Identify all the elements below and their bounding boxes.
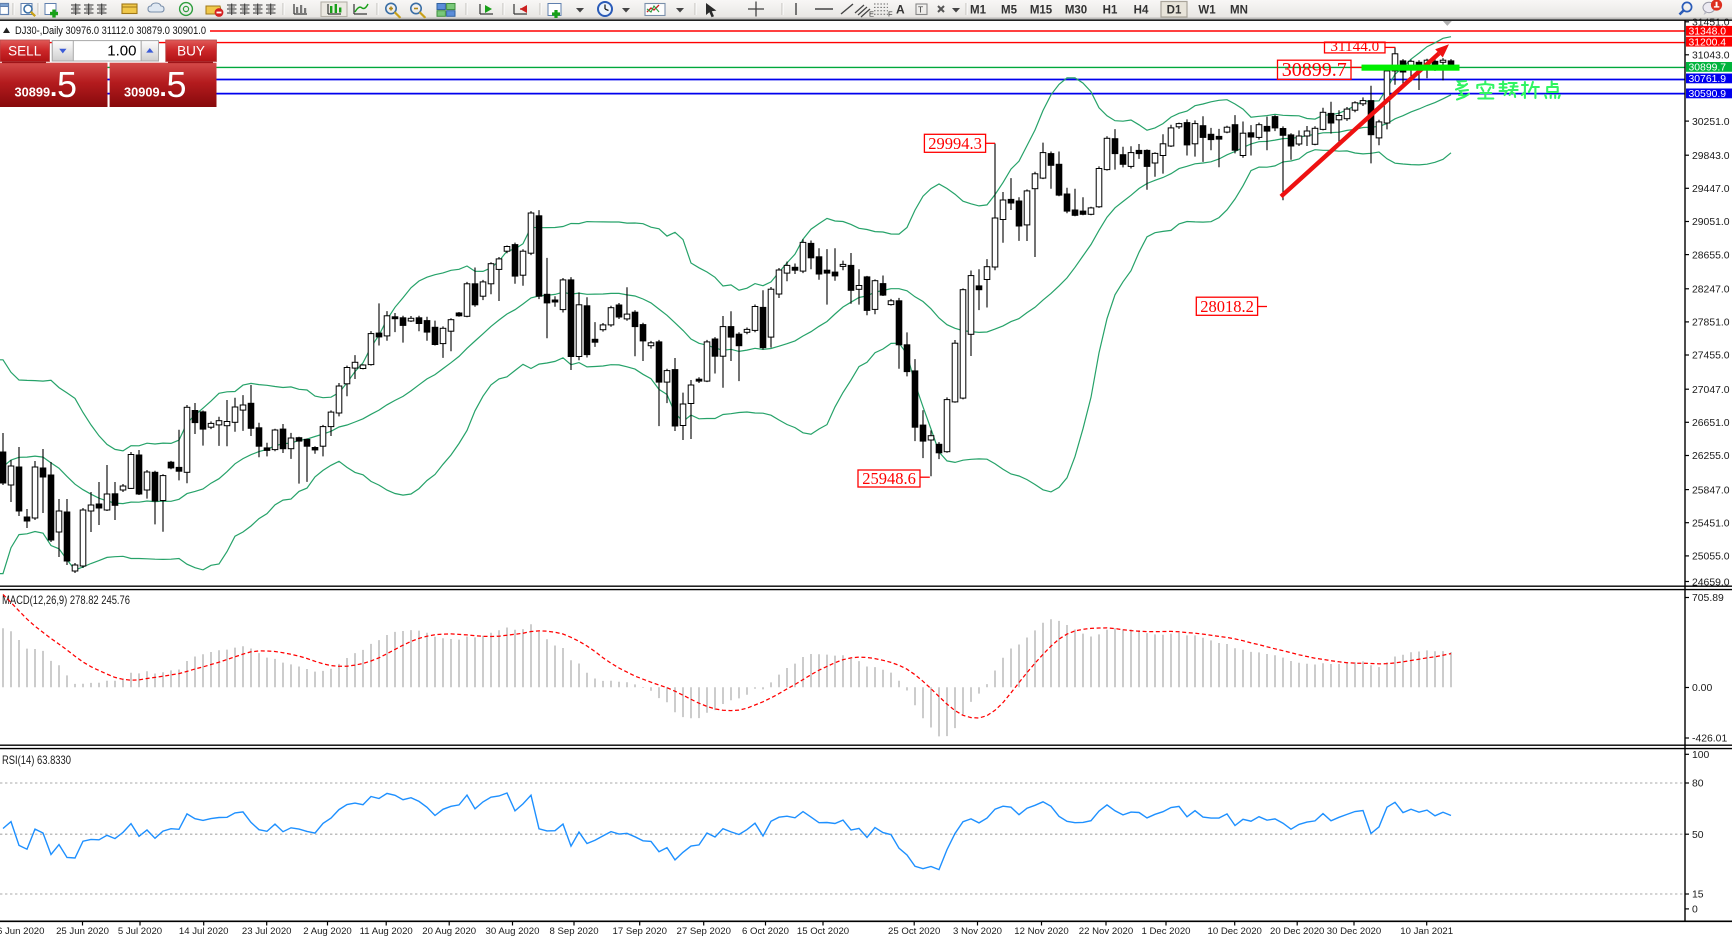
svg-text:31200.4: 31200.4 [1689, 38, 1727, 49]
svg-text:10 Dec 2020: 10 Dec 2020 [1207, 926, 1261, 937]
svg-text:6 Jun 2020: 6 Jun 2020 [0, 926, 44, 937]
svg-text:11 Aug 2020: 11 Aug 2020 [360, 926, 413, 937]
svg-text:30590.9: 30590.9 [1689, 89, 1727, 100]
svg-text:5: 5 [167, 64, 187, 105]
svg-text:5 Jul 2020: 5 Jul 2020 [118, 926, 162, 937]
svg-text:H1: H1 [1103, 5, 1118, 17]
svg-text:31451.0: 31451.0 [1692, 18, 1730, 29]
svg-text:24659.0: 24659.0 [1692, 578, 1730, 589]
svg-text:26255.0: 26255.0 [1692, 451, 1730, 462]
svg-text:25 Oct 2020: 25 Oct 2020 [888, 926, 940, 937]
svg-text:30899.7: 30899.7 [1282, 59, 1347, 81]
svg-text:29843.0: 29843.0 [1692, 151, 1730, 162]
svg-text:0: 0 [1692, 905, 1698, 916]
svg-text:28018.2: 28018.2 [1200, 297, 1254, 316]
svg-text:H4: H4 [1134, 5, 1149, 17]
svg-text:14 Jul 2020: 14 Jul 2020 [179, 926, 229, 937]
svg-text:T: T [918, 5, 923, 15]
svg-text:3 Nov 2020: 3 Nov 2020 [953, 926, 1002, 937]
svg-text:W1: W1 [1198, 5, 1216, 17]
svg-text:25847.0: 25847.0 [1692, 485, 1730, 496]
svg-text:28247.0: 28247.0 [1692, 285, 1730, 296]
svg-text:M15: M15 [1030, 5, 1053, 17]
svg-text:10 Jan 2021: 10 Jan 2021 [1400, 926, 1453, 937]
svg-text:30899: 30899 [15, 85, 51, 100]
svg-text:E: E [869, 10, 874, 19]
svg-text:A: A [896, 3, 905, 17]
svg-text:30251.0: 30251.0 [1692, 117, 1730, 128]
svg-text:M30: M30 [1065, 5, 1087, 17]
svg-text:SELL: SELL [8, 43, 42, 58]
svg-text:.: . [50, 72, 57, 102]
svg-text:31043.0: 31043.0 [1692, 51, 1730, 62]
svg-text:5: 5 [57, 64, 77, 105]
svg-text:MN: MN [1230, 5, 1248, 17]
svg-text:0.00: 0.00 [1692, 683, 1712, 694]
svg-text:M5: M5 [1001, 5, 1018, 17]
svg-text:DJ30-,Daily 30976.0 31112.0 3: DJ30-,Daily 30976.0 31112.0 30879.0 3090… [15, 25, 206, 37]
svg-text:8 Sep 2020: 8 Sep 2020 [549, 926, 598, 937]
svg-text:20 Aug 2020: 20 Aug 2020 [422, 926, 476, 937]
svg-text:F: F [888, 10, 893, 19]
svg-text:31348.0: 31348.0 [1689, 27, 1727, 38]
svg-text:705.89: 705.89 [1692, 593, 1724, 604]
svg-text:25 Jun 2020: 25 Jun 2020 [56, 926, 109, 937]
svg-text:27 Sep 2020: 27 Sep 2020 [676, 926, 730, 937]
svg-text:MACD(12,26,9) 278.82 245.76: MACD(12,26,9) 278.82 245.76 [2, 594, 130, 607]
svg-text:25055.0: 25055.0 [1692, 552, 1730, 563]
svg-text:BUY: BUY [177, 43, 205, 58]
svg-text:1.00: 1.00 [107, 43, 136, 60]
svg-text:17 Sep 2020: 17 Sep 2020 [612, 926, 666, 937]
svg-text:2 Aug 2020: 2 Aug 2020 [303, 926, 352, 937]
svg-text:31144.0: 31144.0 [1330, 38, 1379, 55]
svg-text:30899.7: 30899.7 [1689, 63, 1727, 74]
svg-text:29447.0: 29447.0 [1692, 184, 1730, 195]
svg-text:M1: M1 [970, 5, 987, 17]
svg-text:22 Nov 2020: 22 Nov 2020 [1079, 926, 1133, 937]
svg-text:15: 15 [1692, 890, 1704, 901]
svg-text:30909: 30909 [124, 85, 160, 100]
svg-text:27851.0: 27851.0 [1692, 318, 1730, 329]
svg-text:15 Oct 2020: 15 Oct 2020 [797, 926, 849, 937]
svg-text:29051.0: 29051.0 [1692, 217, 1730, 228]
svg-text:D1: D1 [1167, 5, 1182, 17]
svg-text:30 Dec 2020: 30 Dec 2020 [1327, 926, 1381, 937]
svg-text:25948.6: 25948.6 [862, 469, 916, 488]
svg-text:30 Aug 2020: 30 Aug 2020 [486, 926, 540, 937]
svg-text:100: 100 [1692, 750, 1710, 761]
svg-text:1 Dec 2020: 1 Dec 2020 [1141, 926, 1190, 937]
svg-text:12 Nov 2020: 12 Nov 2020 [1014, 926, 1068, 937]
svg-text:27455.0: 27455.0 [1692, 351, 1730, 362]
svg-text:RSI(14) 63.8330: RSI(14) 63.8330 [2, 754, 71, 767]
svg-text:27047.0: 27047.0 [1692, 385, 1730, 396]
svg-text:80: 80 [1692, 779, 1704, 790]
svg-text:-426.01: -426.01 [1692, 734, 1727, 745]
svg-text:6 Oct 2020: 6 Oct 2020 [742, 926, 789, 937]
svg-text:29994.3: 29994.3 [928, 134, 982, 153]
svg-text:23 Jul 2020: 23 Jul 2020 [242, 926, 292, 937]
svg-text:25451.0: 25451.0 [1692, 518, 1730, 529]
svg-text:30761.9: 30761.9 [1689, 74, 1727, 85]
svg-text:.: . [160, 72, 167, 102]
svg-text:20 Dec 2020: 20 Dec 2020 [1270, 926, 1324, 937]
svg-text:26651.0: 26651.0 [1692, 418, 1730, 429]
svg-text:28655.0: 28655.0 [1692, 250, 1730, 261]
svg-text:50: 50 [1692, 830, 1704, 841]
